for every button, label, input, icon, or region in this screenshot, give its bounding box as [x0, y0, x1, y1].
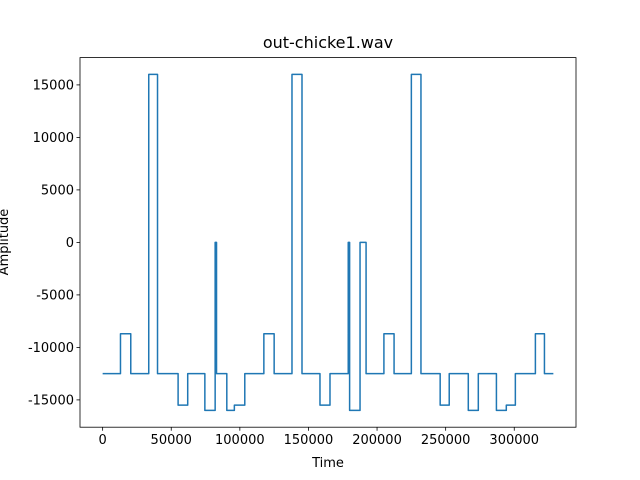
y-tick-label: 15000: [33, 78, 74, 93]
line: [102, 73, 554, 412]
y-tick-label: -15000: [28, 393, 74, 408]
y-tick-label: -5000: [36, 288, 74, 303]
x-tick-label: 300000: [489, 433, 539, 448]
x-tick-label: 200000: [352, 433, 402, 448]
x-tick-label: 50000: [151, 433, 192, 448]
y-tick-label: 0: [66, 236, 74, 251]
plot-frame: [79, 57, 577, 428]
x-tick-label: 100000: [215, 433, 265, 448]
x-tick-label: 150000: [284, 433, 334, 448]
y-tick-label: 10000: [33, 131, 74, 146]
chart-title: out-chicke1.wav: [263, 33, 393, 52]
y-tick-label: 5000: [41, 183, 74, 198]
x-tick-label: 250000: [421, 433, 471, 448]
x-axis-label: Time: [311, 456, 344, 471]
x-tick-label: 0: [98, 433, 106, 448]
y-axis-label: Amplitude: [0, 209, 12, 276]
y-tick-label: -10000: [28, 341, 74, 356]
